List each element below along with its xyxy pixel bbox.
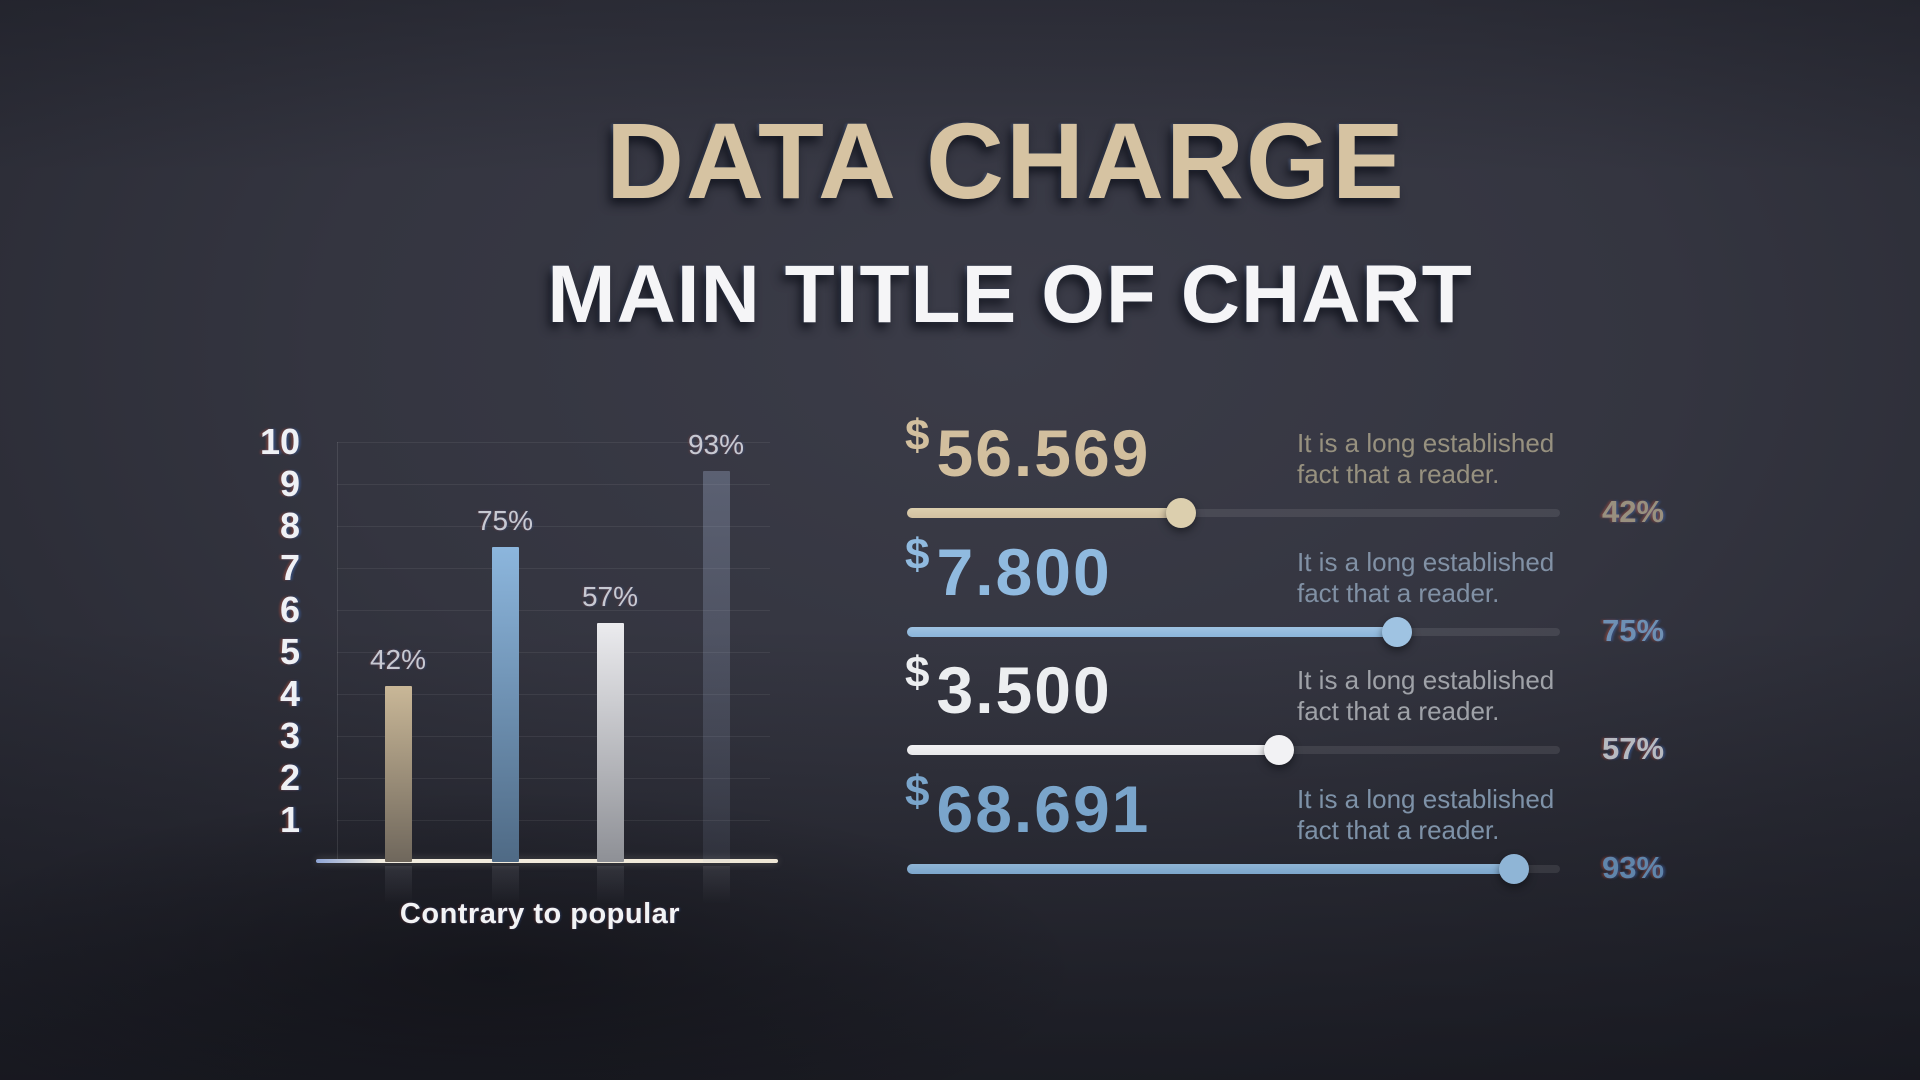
percent-label: 42% [1602,494,1665,529]
slider-track [907,498,1560,528]
stat-row: $7.800 It is a long established fact that… [0,531,1920,650]
slider-fill [907,508,1182,518]
stat-row: $56.569 It is a long established fact tha… [0,412,1920,531]
bar-reflection [597,866,624,904]
page-subtitle: MAIN TITLE OF CHART [547,249,1473,340]
slider-fill [907,863,1515,874]
plot-left-edge [337,442,338,862]
bar-value-label: 42% [369,644,427,675]
bar [703,471,730,862]
page-title: DATA CHARGE [606,100,1406,221]
bar-reflection [492,866,519,904]
y-axis-tick: 4 [279,673,300,714]
bar [385,686,412,862]
y-axis-tick: 8 [279,505,300,546]
bar-value-label: 93% [687,429,745,460]
stat-description: It is a long established fact that a rea… [1297,783,1555,845]
slider-fill [907,626,1397,637]
gridline [337,568,770,569]
gridline [337,652,770,653]
stat-description: It is a long established fact that a rea… [1297,546,1555,608]
stat-amount: 56.569 [936,416,1151,490]
x-axis-label: Contrary to popular [399,898,681,930]
bar-chart: Contrary to popular 1 2 3 4 5 6 7 8 9 10 42% 75% 57%… [259,421,778,930]
y-axis-tick: 3 [279,715,300,756]
stat-description: It is a long established fact that a rea… [1297,665,1555,726]
y-axis-tick: 2 [279,757,300,798]
stat-amount: 7.800 [936,534,1112,609]
bar-reflection [385,866,412,904]
slider-track-remainder [907,509,1560,517]
y-axis-tick: 7 [279,547,300,588]
gridline [337,526,770,527]
percent-label: 93% [1602,849,1665,885]
slider-knob[interactable] [1381,616,1412,647]
currency-symbol: $ [905,766,930,816]
percent-label: 75% [1602,612,1665,648]
gridline [337,694,770,695]
stat-row: $3.500 It is a long established fact that… [0,649,1920,768]
gridline [337,778,770,779]
gridline [337,484,770,485]
slider-fill [907,745,1280,755]
percent-label: 57% [1602,731,1665,766]
bar-value-label: 75% [476,505,534,536]
slider-knob[interactable] [1499,853,1530,884]
x-axis-line [316,859,778,863]
gridline [337,820,770,821]
y-axis-tick: 9 [279,463,300,504]
currency-symbol: $ [905,411,930,460]
bar-reflection [703,866,730,904]
stat-amount: 68.691 [936,771,1151,846]
stat-value: $7.800 [905,532,1112,609]
y-axis-tick: 10 [259,421,300,462]
stat-value: $56.569 [905,414,1151,490]
bar [597,623,624,862]
y-axis-tick: 1 [279,799,300,840]
gridline [337,442,770,443]
slider-track [907,616,1560,647]
slider-knob[interactable] [1264,735,1295,765]
gridline [337,736,770,737]
slider-track [907,735,1560,765]
slider-track [907,853,1560,884]
slider-knob[interactable] [1166,498,1197,528]
stat-description: It is a long established fact that a rea… [1297,428,1555,489]
bar [492,547,519,862]
currency-symbol: $ [905,529,930,579]
stat-value: $3.500 [905,651,1112,727]
stat-value: $68.691 [905,769,1151,846]
gridline [337,610,770,611]
stat-amount: 3.500 [936,653,1112,727]
y-axis-tick: 6 [279,589,300,630]
currency-symbol: $ [905,648,930,697]
stat-row: $68.691 It is a long established fact tha… [0,768,1920,887]
bar-value-label: 57% [581,581,639,612]
y-axis-tick: 5 [279,631,300,672]
